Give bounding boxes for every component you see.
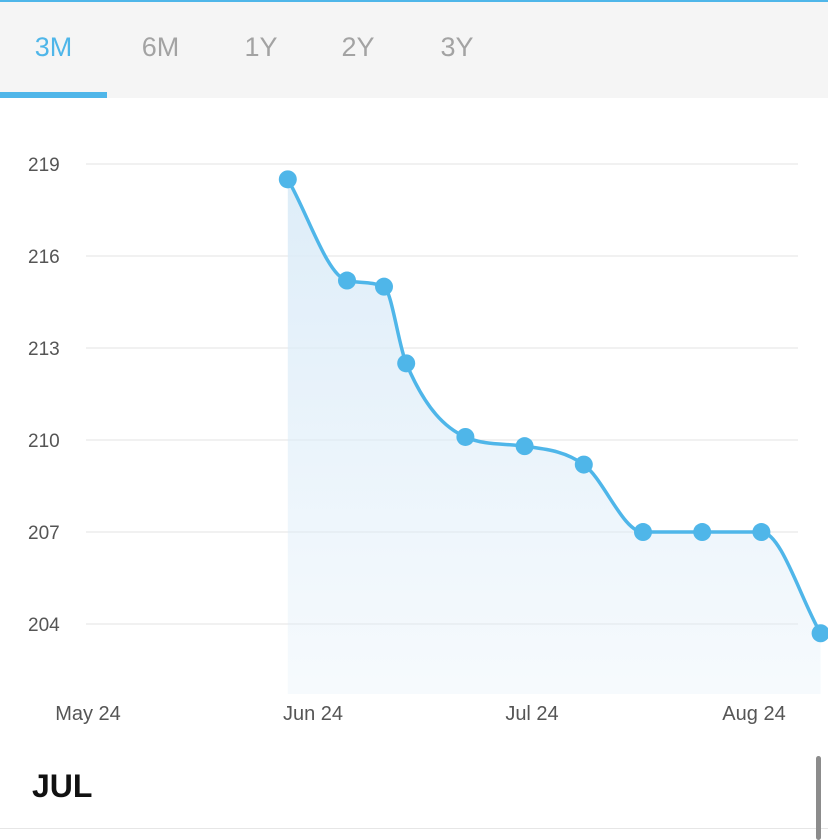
y-tick-label: 204	[28, 615, 60, 636]
tab-3m[interactable]: 3M	[0, 2, 107, 98]
data-point	[811, 624, 828, 643]
data-point	[574, 455, 593, 474]
data-point	[375, 277, 393, 296]
y-tick-label: 207	[28, 523, 60, 544]
y-tick-label: 210	[28, 431, 60, 452]
data-point	[278, 170, 297, 189]
scrollbar-thumb[interactable]	[816, 756, 821, 840]
tab-3y[interactable]: 3Y	[440, 31, 474, 62]
tab-2y[interactable]: 2Y	[341, 31, 375, 62]
data-point	[515, 437, 534, 456]
y-tick-label: 213	[28, 339, 60, 360]
y-tick-label: 216	[28, 247, 60, 268]
x-tick-label: Jul 24	[505, 703, 558, 725]
data-point	[634, 523, 652, 542]
divider	[0, 828, 828, 829]
x-tick-label: Aug 24	[722, 703, 785, 725]
y-tick-label: 219	[28, 155, 60, 176]
data-point	[397, 354, 416, 373]
section-month-title: JUL	[32, 768, 93, 804]
tab-6m[interactable]: 6M	[141, 31, 180, 62]
x-tick-label: Jun 24	[283, 703, 343, 725]
data-point	[693, 523, 712, 542]
data-point	[752, 523, 771, 542]
top-accent-line	[0, 0, 828, 2]
data-point	[456, 427, 475, 446]
range-tab-bar: 3M 6M 1Y 2Y 3Y	[0, 2, 828, 98]
tab-1y[interactable]: 1Y	[244, 31, 278, 62]
data-point	[338, 271, 356, 290]
series-area	[287, 179, 821, 695]
x-tick-label: May 24	[55, 703, 121, 725]
weight-chart: 204 207 210 213 216 219 May 24 Jun 24 Jul 24 Aug …	[28, 155, 828, 725]
